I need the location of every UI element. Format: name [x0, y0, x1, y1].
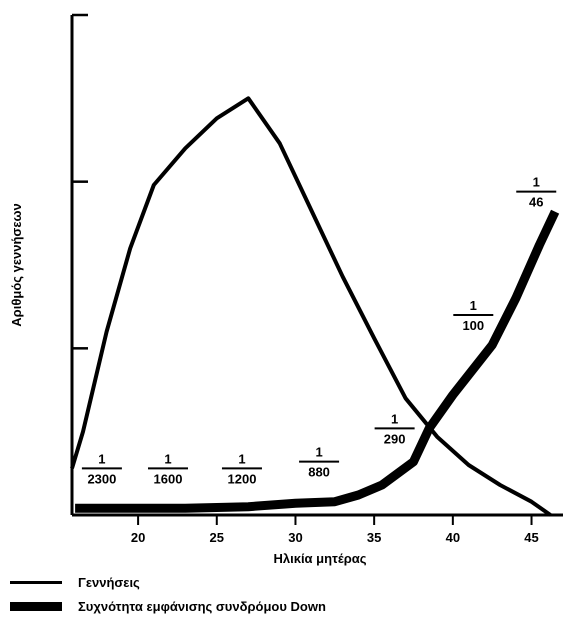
annotation-numerator: 1 — [470, 298, 477, 313]
annotation-numerator: 1 — [164, 451, 171, 466]
annotation-numerator: 1 — [238, 451, 245, 466]
annotation-denominator: 1200 — [228, 471, 257, 486]
legend-item-births: Γεννήσεις — [10, 572, 326, 592]
x-tick-label: 25 — [210, 530, 224, 545]
legend-label-births: Γεννήσεις — [78, 574, 140, 590]
annotation-denominator: 1600 — [154, 471, 183, 486]
x-tick-label: 40 — [446, 530, 460, 545]
x-tick-label: 20 — [131, 530, 145, 545]
x-tick-label: 45 — [524, 530, 538, 545]
legend-item-down-syndrome: Συχνότητα εμφάνισης συνδρόμου Down — [10, 596, 326, 616]
frequency-annotation: 1 1200 — [221, 451, 262, 486]
annotation-denominator: 290 — [384, 431, 406, 446]
y-axis-label: Αριθμός γεννήσεων — [9, 203, 24, 326]
legend-swatch-thin-line — [10, 580, 62, 584]
annotation-numerator: 1 — [98, 451, 105, 466]
series-line-births — [70, 96, 552, 517]
annotation-numerator: 1 — [315, 445, 322, 460]
annotation-denominator: 880 — [308, 465, 330, 480]
legend-swatch-thick-line — [10, 601, 62, 611]
x-axis-label: Ηλικία μητέρας — [273, 551, 366, 566]
annotation-numerator: 1 — [391, 411, 398, 426]
annotation-numerator: 1 — [533, 175, 540, 190]
annotation-denominator: 100 — [462, 318, 484, 333]
frequency-annotation: 146 — [516, 175, 557, 210]
series-layer — [70, 96, 560, 517]
x-tick-label: 35 — [367, 530, 381, 545]
series-line-down-syndrome — [75, 209, 560, 513]
frequency-annotation: 1 1600 — [147, 451, 188, 486]
annotation-denominator: 2300 — [87, 471, 116, 486]
axes: 20 25 30 35 40 45 — [70, 13, 563, 545]
legend-label-down-syndrome: Συχνότητα εμφάνισης συνδρόμου Down — [78, 598, 326, 614]
x-tick-label: 30 — [288, 530, 302, 545]
legend: Γεννήσεις Συχνότητα εμφάνισης συνδρόμου … — [10, 572, 326, 620]
annotation-denominator: 46 — [529, 195, 543, 210]
frequency-annotation: 1 2300 — [81, 451, 122, 486]
